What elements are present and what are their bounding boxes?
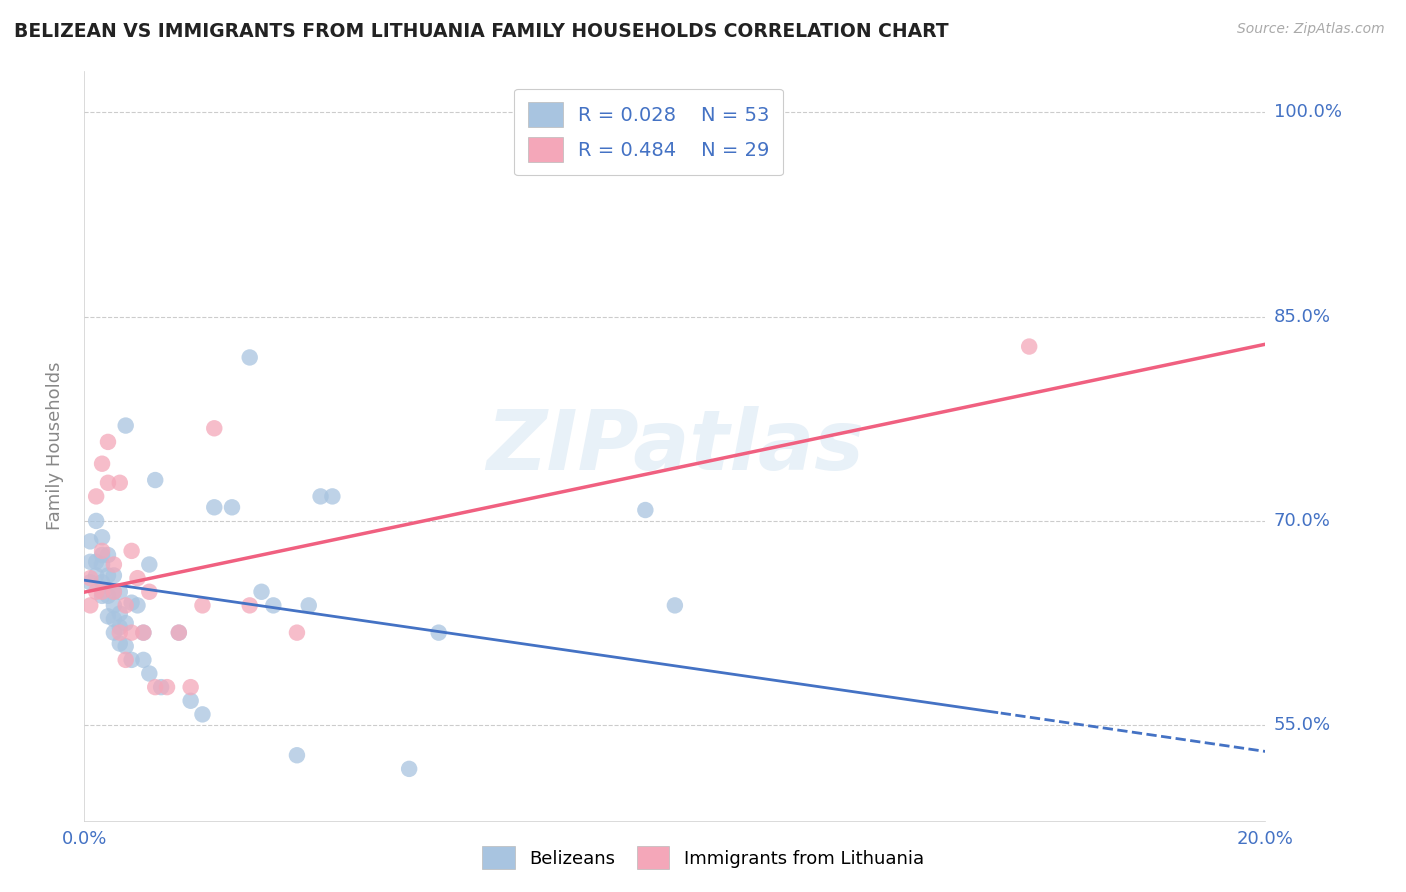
Point [191,599,214,613]
Point [103,584,125,599]
Point [121,653,143,667]
Point [97,475,120,490]
Point [121,544,143,558]
Text: ZIPatlas: ZIPatlas [486,406,863,486]
Point [108,620,131,634]
Point [138,666,160,681]
Point [309,490,332,504]
Point [79,571,101,585]
Point [285,625,308,640]
Point [427,625,450,640]
Point [91,584,114,599]
Point [97,568,120,582]
Point [79,599,101,613]
Point [156,680,179,694]
Legend: Belizeans, Immigrants from Lithuania: Belizeans, Immigrants from Lithuania [474,838,932,879]
Point [250,584,273,599]
Point [143,680,166,694]
Point [84,514,107,528]
Text: 85.0%: 85.0% [1274,308,1330,326]
Point [121,596,143,610]
Point [664,599,686,613]
Point [988,844,1011,858]
Point [138,584,160,599]
Point [167,625,190,640]
Point [79,555,101,569]
Point [285,748,308,763]
Point [321,490,343,504]
Point [108,475,131,490]
Point [1018,340,1040,354]
Point [91,575,114,590]
Point [97,434,120,449]
Point [114,616,136,631]
Point [180,680,202,694]
Point [97,609,120,624]
Point [84,568,107,582]
Point [114,599,136,613]
Point [202,500,225,515]
Point [167,625,190,640]
Point [180,694,202,708]
Point [103,568,125,582]
Text: 100.0%: 100.0% [1274,103,1341,121]
Point [150,680,173,694]
Point [298,599,321,613]
Point [132,625,155,640]
Point [191,707,214,722]
Point [79,534,101,549]
Point [239,599,262,613]
Point [91,589,114,603]
Text: BELIZEAN VS IMMIGRANTS FROM LITHUANIA FAMILY HOUSEHOLDS CORRELATION CHART: BELIZEAN VS IMMIGRANTS FROM LITHUANIA FA… [14,22,949,41]
Point [79,575,101,590]
Point [132,653,155,667]
Point [138,558,160,572]
Point [127,599,149,613]
Point [91,548,114,562]
Point [221,500,243,515]
Y-axis label: Family Households: Family Households [45,362,63,530]
Point [103,584,125,599]
Point [103,599,125,613]
Point [114,640,136,654]
Point [84,490,107,504]
Point [91,457,114,471]
Point [121,625,143,640]
Point [91,544,114,558]
Point [97,548,120,562]
Point [398,762,420,776]
Text: 55.0%: 55.0% [1274,716,1331,734]
Text: 70.0%: 70.0% [1274,512,1330,530]
Point [84,584,107,599]
Point [127,571,149,585]
Point [108,584,131,599]
Text: Source: ZipAtlas.com: Source: ZipAtlas.com [1237,22,1385,37]
Legend: R = 0.028    N = 53, R = 0.484    N = 29: R = 0.028 N = 53, R = 0.484 N = 29 [515,88,783,176]
Point [91,558,114,572]
Point [634,503,657,517]
Point [108,636,131,650]
Point [91,530,114,544]
Point [132,625,155,640]
Point [103,558,125,572]
Point [97,589,120,603]
Point [103,625,125,640]
Point [202,421,225,435]
Point [239,351,262,365]
Point [108,607,131,621]
Point [143,473,166,487]
Point [262,599,284,613]
Point [108,625,131,640]
Point [103,612,125,626]
Point [84,555,107,569]
Point [114,653,136,667]
Point [114,418,136,433]
